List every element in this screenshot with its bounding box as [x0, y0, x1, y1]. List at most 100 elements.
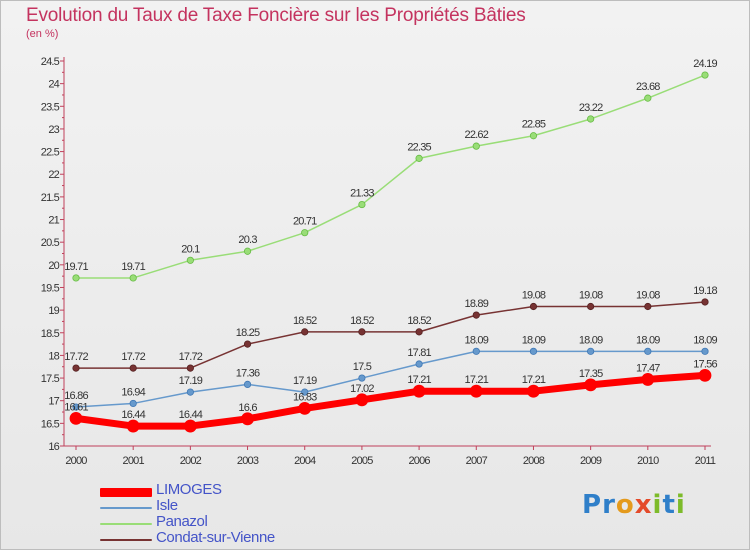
- x-tick-label: 2002: [180, 455, 202, 467]
- chart-title: Evolution du Taux de Taxe Foncière sur l…: [26, 5, 526, 26]
- data-label: 16.94: [121, 386, 145, 398]
- data-label: 20.1: [181, 243, 200, 255]
- y-tick-label: 17.5: [41, 373, 60, 385]
- proxiti-logo: Proxiti: [582, 490, 686, 520]
- data-label: 17.72: [121, 351, 145, 363]
- data-label: 22.85: [522, 119, 546, 131]
- data-label: 18.89: [465, 298, 489, 310]
- data-label: 22.35: [407, 141, 431, 153]
- data-label: 16.83: [293, 391, 317, 403]
- x-tick-label: 2008: [523, 455, 545, 467]
- data-label: 18.09: [636, 334, 660, 346]
- data-label: 23.68: [636, 81, 660, 93]
- y-tick-label: 21: [48, 215, 59, 227]
- data-label: 19.08: [579, 289, 603, 301]
- data-label: 18.09: [465, 334, 489, 346]
- y-tick-label: 17: [48, 396, 59, 408]
- data-label: 17.81: [407, 347, 431, 359]
- y-tick-label: 19: [48, 305, 59, 317]
- y-tick-label: 18.5: [41, 328, 60, 340]
- data-label: 23.22: [579, 102, 603, 114]
- y-tick-label: 23.5: [41, 101, 60, 113]
- data-point: [301, 229, 309, 237]
- x-tick-label: 2001: [123, 455, 145, 467]
- data-point: [72, 364, 80, 372]
- data-label: 17.02: [350, 383, 374, 395]
- data-point: [186, 256, 194, 264]
- data-label: 17.5: [353, 361, 372, 373]
- data-point: [644, 347, 652, 355]
- y-tick-label: 24: [48, 79, 59, 91]
- data-label: 16.44: [179, 409, 203, 421]
- data-point: [186, 364, 194, 372]
- data-point: [72, 274, 80, 282]
- data-label: 17.21: [465, 374, 489, 386]
- y-tick-label: 20: [48, 260, 59, 272]
- data-point: [129, 274, 137, 282]
- data-point: [701, 298, 709, 306]
- y-tick-label: 22: [48, 169, 59, 181]
- legend-label: Panazol: [156, 513, 208, 530]
- series-line-condat-sur-vienne: [75, 301, 706, 369]
- data-point: [472, 347, 480, 355]
- data-label: 17.36: [236, 367, 260, 379]
- data-point: [126, 419, 140, 433]
- data-label: 19.08: [636, 289, 660, 301]
- data-point: [186, 388, 194, 396]
- data-point: [129, 364, 137, 372]
- data-label: 17.56: [693, 358, 717, 370]
- y-tick-label: 23: [48, 124, 59, 136]
- data-point: [587, 115, 595, 123]
- x-tick-label: 2003: [237, 455, 259, 467]
- data-label: 16.44: [121, 409, 145, 421]
- data-label: 21.33: [350, 188, 374, 200]
- data-point: [243, 380, 252, 388]
- legend-swatch: [100, 539, 152, 541]
- data-point: [358, 328, 366, 336]
- data-point: [129, 399, 137, 408]
- data-point: [243, 340, 252, 348]
- data-label: 18.09: [693, 334, 717, 346]
- data-label: 18.52: [350, 315, 374, 327]
- data-label: 17.47: [636, 362, 660, 374]
- y-tick-label: 19.5: [41, 282, 60, 294]
- data-point: [243, 247, 252, 255]
- data-point: [587, 302, 595, 311]
- x-tick-label: 2000: [65, 455, 87, 467]
- data-point: [529, 132, 538, 140]
- legend-label: LIMOGES: [156, 481, 222, 498]
- data-label: 17.21: [407, 374, 431, 386]
- y-tick-label: 16: [48, 441, 59, 453]
- series-line-limoges: [72, 371, 709, 430]
- data-point: [644, 94, 652, 102]
- data-point: [415, 360, 423, 368]
- data-label: 17.35: [579, 368, 603, 380]
- legend-swatch: [100, 507, 152, 509]
- series-line-panazol: [75, 74, 706, 279]
- data-label: 17.72: [64, 351, 88, 363]
- y-tick-label: 16.5: [41, 418, 60, 430]
- y-tick-label: 18: [48, 350, 59, 362]
- data-label: 18.09: [522, 334, 546, 346]
- data-label: 18.25: [236, 327, 260, 339]
- x-tick-label: 2007: [466, 455, 488, 467]
- data-point: [415, 328, 423, 336]
- data-label: 19.71: [64, 261, 88, 273]
- data-point: [355, 393, 369, 407]
- series-line-isle: [75, 350, 706, 408]
- data-point: [298, 402, 312, 415]
- data-label: 16.6: [238, 402, 257, 414]
- x-tick-label: 2011: [695, 455, 716, 467]
- y-tick-label: 20.5: [41, 237, 60, 249]
- data-point: [469, 384, 483, 398]
- data-label: 18.52: [293, 315, 317, 327]
- data-label: 16.86: [64, 390, 88, 402]
- data-point: [587, 347, 595, 355]
- data-label: 17.21: [522, 374, 546, 386]
- x-tick-label: 2004: [294, 455, 316, 467]
- data-point: [701, 347, 709, 355]
- legend-label: Isle: [156, 497, 178, 514]
- data-point: [529, 347, 538, 355]
